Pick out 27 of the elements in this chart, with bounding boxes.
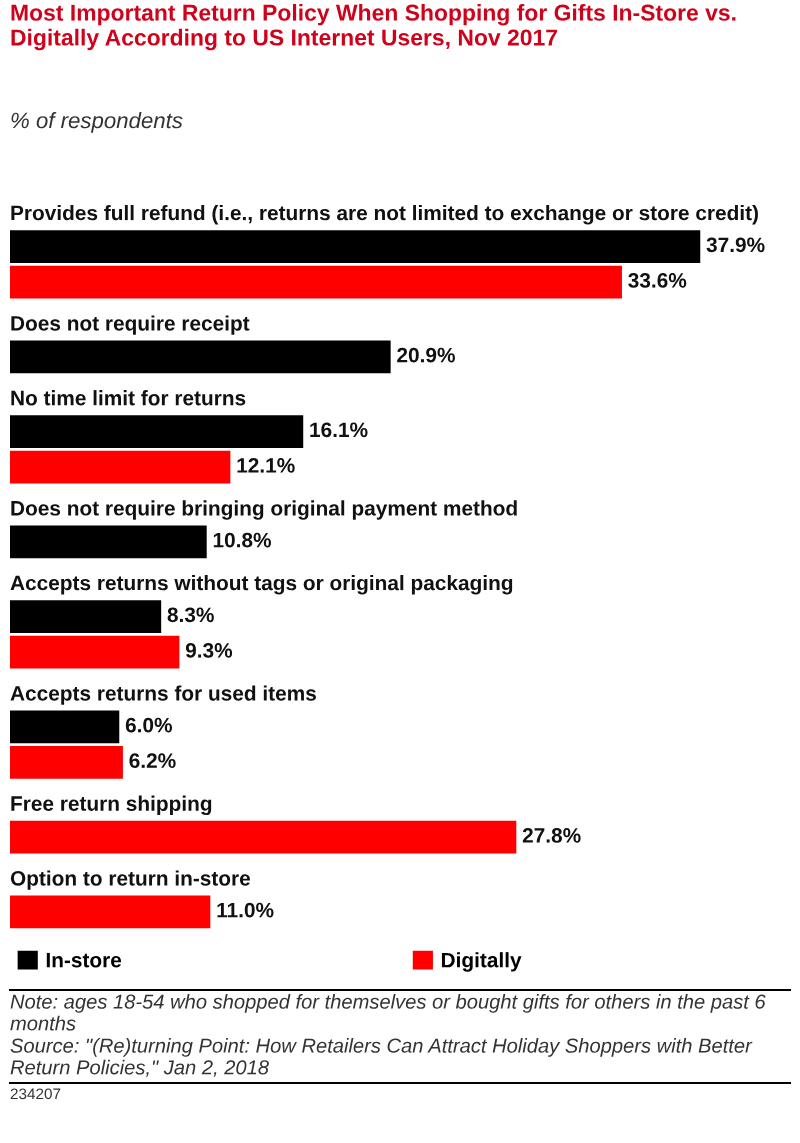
data-label: 6.2% — [129, 753, 176, 769]
y-tick-label: Accepts returns for used items — [10, 685, 316, 705]
data-label: 16.1% — [310, 422, 368, 438]
chart-subtitle: % of respondents — [11, 112, 183, 133]
data-label: 11.0% — [217, 902, 274, 918]
data-label: 6.0% — [125, 717, 172, 733]
chart-title: Most Important Return Policy When Shopping for Gifts In-Store vs. Digitally According to US Internet Users, Nov 2017 — [11, 4, 736, 51]
y-tick-label: Option to return in-store — [10, 870, 251, 890]
y-tick-label: Free return shipping — [11, 795, 212, 816]
data-label: 8.3% — [167, 607, 214, 623]
source-note: Source: "(Re)turning Point: How Retailers Can Attract Holiday Shoppers with Better Return Policies," Jan 2, 2018 — [10, 1038, 753, 1077]
legend-label: Digitally — [441, 952, 522, 972]
data-label: 12.1% — [237, 458, 295, 473]
y-tick-label: Provides full refund (i.e., returns are not limited to exchange or store credit) — [11, 205, 758, 225]
data-label: 9.3% — [185, 643, 233, 658]
y-tick-label: Does not require receipt — [11, 315, 250, 335]
y-tick-label: Does not require bringing original payment method — [11, 500, 517, 520]
data-label: 27.8% — [522, 828, 581, 843]
data-label: 37.9% — [706, 237, 765, 253]
data-label: 10.8% — [213, 532, 272, 548]
text: 234207 — [10, 1088, 61, 1100]
data-label: 20.9% — [397, 347, 455, 363]
y-tick-label: Accepts returns without tags or original packaging — [10, 575, 513, 595]
text: Note: ages 18-54 who shopped for themselves or bought gifts for others in the past 6 months — [10, 994, 766, 1031]
y-tick-label: No time limit for returns — [11, 390, 246, 406]
data-label: 33.6% — [628, 273, 687, 288]
legend-label: In-store — [46, 952, 122, 968]
